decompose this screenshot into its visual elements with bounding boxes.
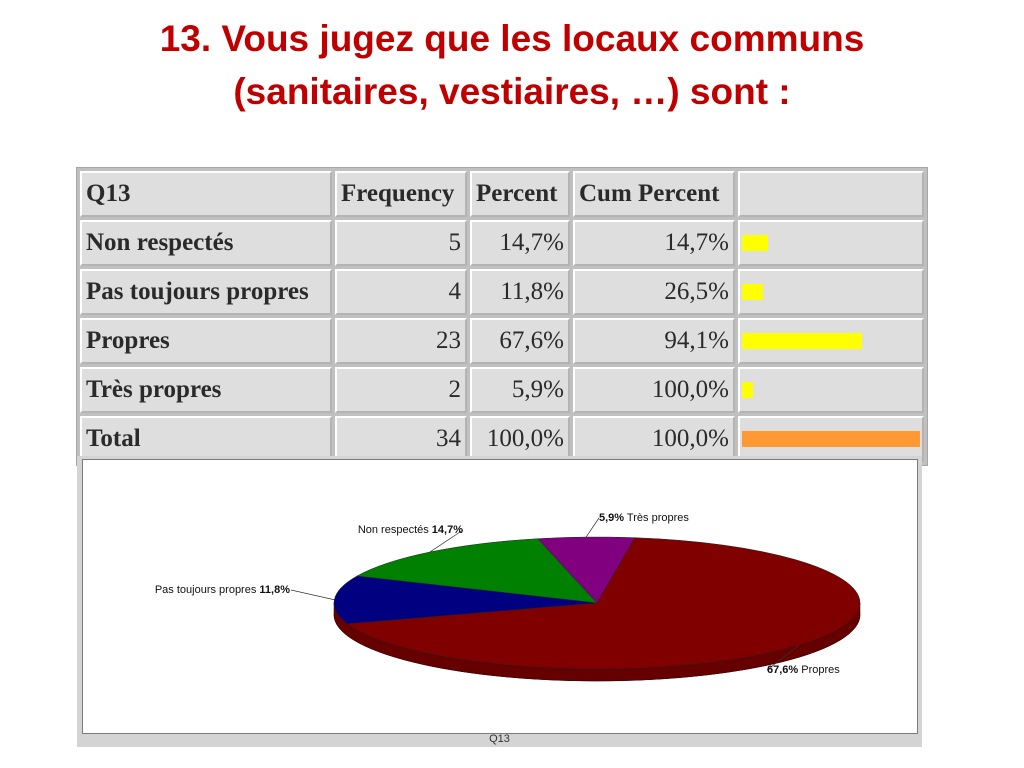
total-percent: 100,0% [470, 416, 570, 462]
pie-slice-label: 5,9% Très propres [599, 512, 689, 524]
row-label: Non respectés [80, 220, 332, 266]
pie-leader-line [429, 529, 464, 553]
table-row: Propres 23 67,6% 94,1% [80, 318, 924, 364]
title-line-2: (sanitaires, vestiaires, …) sont : [233, 71, 791, 112]
row-bar [742, 382, 753, 398]
row-bar-cell [738, 367, 924, 413]
pie-chart-frame: Non respectés 14,7% Pas toujours propres … [77, 456, 922, 747]
row-percent: 67,6% [470, 318, 570, 364]
total-bar [742, 431, 920, 447]
header-q13: Q13 [80, 171, 332, 217]
row-bar-cell [738, 416, 924, 462]
pie-chart-area: Non respectés 14,7% Pas toujours propres … [82, 459, 918, 734]
table-header-row: Q13 Frequency Percent Cum Percent [80, 171, 924, 217]
chart-x-label: Q13 [489, 733, 510, 745]
row-bar-cell [738, 269, 924, 315]
row-cum-percent: 94,1% [573, 318, 735, 364]
row-label: Propres [80, 318, 332, 364]
row-label: Très propres [80, 367, 332, 413]
row-percent: 14,7% [470, 220, 570, 266]
page-title: 13. Vous jugez que les locaux communs (s… [0, 12, 1024, 118]
pie-leader-line [290, 589, 335, 601]
row-frequency: 23 [335, 318, 467, 364]
row-bar-cell [738, 220, 924, 266]
row-frequency: 4 [335, 269, 467, 315]
pie-leader-line [766, 645, 799, 671]
row-bar [742, 284, 763, 300]
table-row: Pas toujours propres 4 11,8% 26,5% [80, 269, 924, 315]
row-bar [742, 235, 769, 251]
total-label: Total [80, 416, 332, 462]
row-percent: 11,8% [470, 269, 570, 315]
row-bar [742, 333, 863, 349]
row-cum-percent: 100,0% [573, 367, 735, 413]
header-cum-percent: Cum Percent [573, 171, 735, 217]
header-frequency: Frequency [335, 171, 467, 217]
row-percent: 5,9% [470, 367, 570, 413]
header-bar [738, 171, 924, 217]
pie-slice [537, 536, 636, 604]
total-cum-percent: 100,0% [573, 416, 735, 462]
row-bar-cell [738, 318, 924, 364]
header-percent: Percent [470, 171, 570, 217]
pie-slice [333, 575, 598, 625]
pie-leader-line [585, 517, 600, 538]
pie-slice-label: 67,6% Propres [767, 664, 840, 676]
pie-slice-label: Non respectés 14,7% [358, 524, 463, 536]
row-frequency: 5 [335, 220, 467, 266]
row-frequency: 2 [335, 367, 467, 413]
table-row: Très propres 2 5,9% 100,0% [80, 367, 924, 413]
pie-chart: Non respectés 14,7% Pas toujours propres … [155, 512, 861, 682]
table-row: Non respectés 5 14,7% 14,7% [80, 220, 924, 266]
frequency-table: Q13 Frequency Percent Cum Percent Non re… [76, 167, 928, 466]
row-cum-percent: 14,7% [573, 220, 735, 266]
title-line-1: 13. Vous jugez que les locaux communs [159, 18, 865, 59]
row-label: Pas toujours propres [80, 269, 332, 315]
row-cum-percent: 26,5% [573, 269, 735, 315]
pie-slice-label: Pas toujours propres 11,8% [155, 584, 290, 596]
